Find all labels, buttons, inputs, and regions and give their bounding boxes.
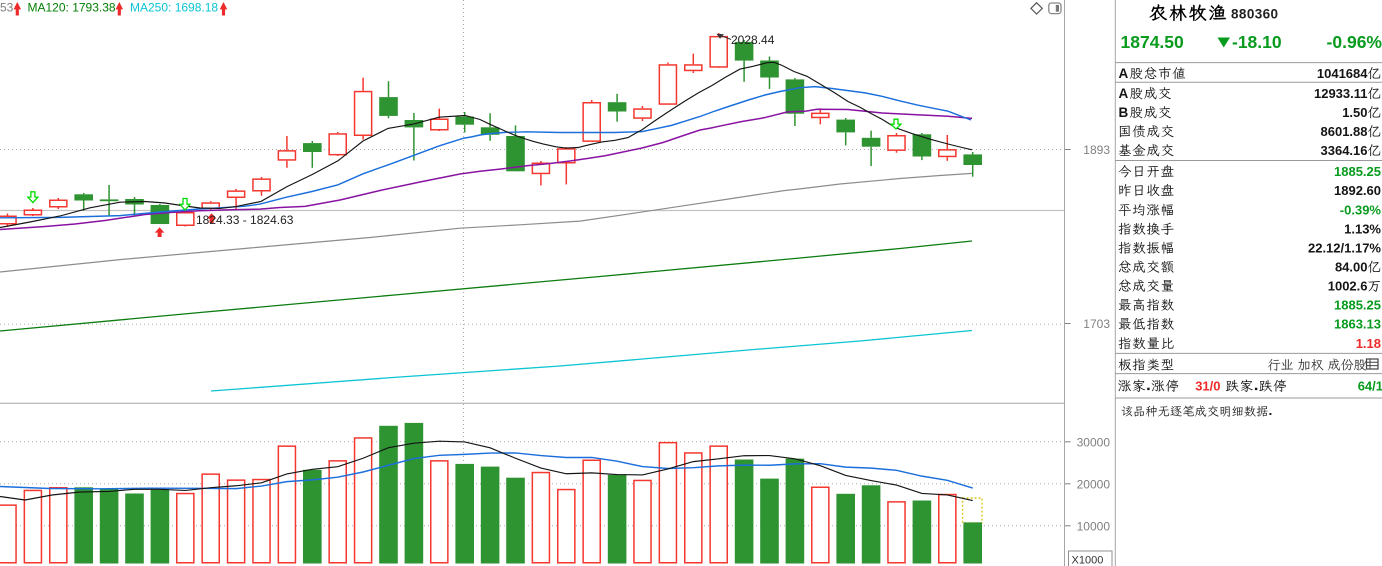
- svg-text:1885.25: 1885.25: [1334, 164, 1381, 179]
- svg-text:1824.33 - 1824.63: 1824.33 - 1824.63: [196, 213, 294, 227]
- svg-text:53: 53: [0, 1, 14, 15]
- svg-text:X1000: X1000: [1072, 555, 1104, 566]
- svg-text:64/1: 64/1: [1358, 379, 1382, 394]
- svg-text:22.12/1.17%: 22.12/1.17%: [1308, 241, 1381, 256]
- svg-text:1863.13: 1863.13: [1334, 317, 1381, 332]
- svg-text:84.00: 84.00: [1335, 260, 1368, 275]
- svg-text:-18.10: -18.10: [1232, 32, 1282, 52]
- svg-text:-0.39%: -0.39%: [1340, 203, 1382, 218]
- svg-text:1874.50: 1874.50: [1121, 32, 1185, 52]
- svg-text:3364.16: 3364.16: [1321, 143, 1368, 158]
- svg-text:12933.11: 12933.11: [1314, 86, 1368, 101]
- svg-text:8601.88: 8601.88: [1321, 124, 1368, 139]
- svg-text:MA120: 1793.38: MA120: 1793.38: [28, 1, 116, 15]
- svg-text:880360: 880360: [1231, 7, 1278, 22]
- svg-text:B: B: [1119, 105, 1129, 120]
- svg-text:10000: 10000: [1077, 519, 1111, 533]
- svg-text:-0.96%: -0.96%: [1327, 32, 1382, 52]
- svg-text:30000: 30000: [1077, 435, 1111, 449]
- svg-text:1002.6: 1002.6: [1328, 279, 1368, 294]
- svg-text:1.18: 1.18: [1356, 336, 1381, 351]
- svg-text:2028.44: 2028.44: [731, 33, 775, 47]
- svg-text:1885.25: 1885.25: [1334, 298, 1381, 313]
- svg-text:1.50: 1.50: [1342, 105, 1367, 120]
- svg-text:1892.60: 1892.60: [1334, 183, 1381, 198]
- svg-text:A: A: [1119, 66, 1129, 81]
- svg-text:20000: 20000: [1077, 477, 1111, 491]
- svg-text:MA250: 1698.18: MA250: 1698.18: [130, 1, 218, 15]
- svg-text:1893: 1893: [1083, 143, 1110, 157]
- svg-text:31/0: 31/0: [1195, 379, 1220, 394]
- svg-text:1703: 1703: [1083, 317, 1110, 331]
- svg-text:1.13%: 1.13%: [1344, 222, 1381, 237]
- svg-text:A: A: [1119, 86, 1129, 101]
- svg-text:1041684: 1041684: [1317, 66, 1368, 81]
